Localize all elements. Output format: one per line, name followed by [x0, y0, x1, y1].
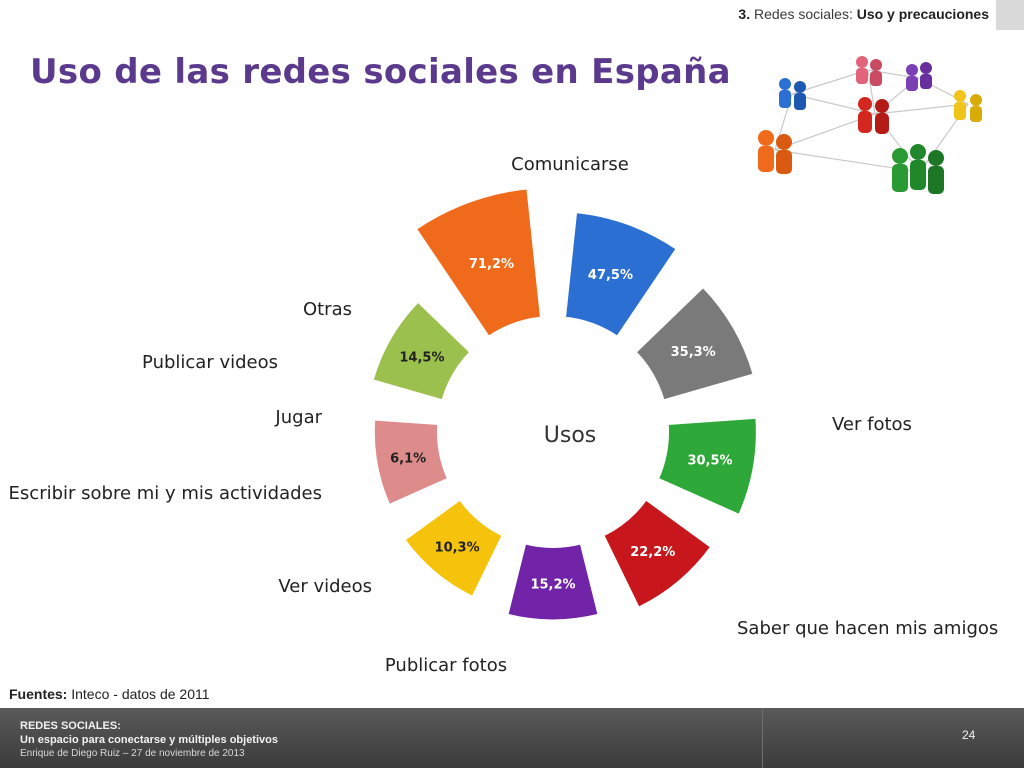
people-group-green-icon	[892, 144, 944, 194]
section-topic: Uso y precauciones	[856, 6, 989, 22]
footer-title: REDES SOCIALES:	[20, 720, 121, 732]
people-group-pink-icon	[856, 56, 882, 86]
slice-value-label: 15,2%	[530, 578, 575, 593]
slice-value-label: 71,2%	[469, 257, 514, 272]
footer: REDES SOCIALES: Un espacio para conectar…	[0, 708, 1024, 768]
section-tag: 3. Redes sociales: Uso y precauciones	[738, 6, 989, 22]
page-title: Uso de las redes sociales en España	[30, 52, 731, 92]
footer-subtitle: Un espacio para conectarse y múltiples o…	[20, 734, 278, 746]
social-network-illustration	[758, 56, 982, 194]
source-text: Inteco - datos de 2011	[71, 686, 210, 702]
slice-saber-que-hacen-mis-amigos	[634, 285, 755, 402]
slice-comunicarse	[414, 187, 543, 339]
slice-publicar-videos	[372, 418, 450, 507]
slice-publicar-fotos	[656, 416, 758, 517]
slice-value-label: 22,2%	[630, 545, 675, 560]
slice-value-label: 35,3%	[671, 345, 716, 360]
slice-category-label: Escribir sobre mi y mis actividades	[9, 483, 322, 504]
source-label: Fuentes:	[9, 686, 68, 702]
slice-category-label: Comunicarse	[511, 154, 629, 175]
footer-separator	[762, 708, 763, 768]
slice-jugar	[403, 498, 504, 599]
people-group-orange-icon	[758, 130, 792, 174]
slice-category-label: Saber que hacen mis amigos	[737, 618, 998, 639]
slice-value-label: 30,5%	[687, 454, 732, 469]
donut-chart: 71,2% 47,5% 35,3% 30,5% 22,2% 15,2% 10,3% 6,1% 1…	[9, 154, 999, 676]
slice-category-label: Publicar videos	[142, 352, 278, 373]
people-group-blue-icon	[779, 78, 806, 110]
slice-category-label: Jugar	[274, 407, 322, 428]
footer-author: Enrique de Diego Ruiz – 27 de noviembre …	[20, 748, 245, 759]
slice-value-label: 47,5%	[588, 268, 633, 283]
slice-category-label: Publicar fotos	[385, 655, 507, 676]
people-group-purple-icon	[906, 62, 932, 91]
chart-center-label: Usos	[544, 423, 597, 448]
slice-value-label: 6,1%	[390, 452, 426, 467]
slice-category-label: Ver fotos	[832, 414, 912, 435]
slice-category-label: Otras	[303, 299, 352, 320]
people-group-red-icon	[858, 97, 889, 134]
slice-otras	[371, 300, 472, 402]
slice-escribir-sobre-mi-y-mis-actividades	[506, 542, 600, 622]
slice-value-label: 10,3%	[435, 540, 480, 555]
page-number: 24	[962, 728, 976, 742]
slice-ver-fotos	[563, 211, 678, 339]
people-group-yellow-icon	[954, 90, 982, 122]
slice-category-label: Ver videos	[278, 576, 372, 597]
slice-ver-videos	[602, 498, 713, 610]
slice-value-label: 14,5%	[399, 350, 444, 365]
source-note: Fuentes: Inteco - datos de 2011	[9, 686, 210, 702]
section-tag-bar	[996, 0, 1024, 30]
section-number: 3.	[738, 6, 751, 22]
section-name: Redes sociales:	[754, 6, 853, 22]
